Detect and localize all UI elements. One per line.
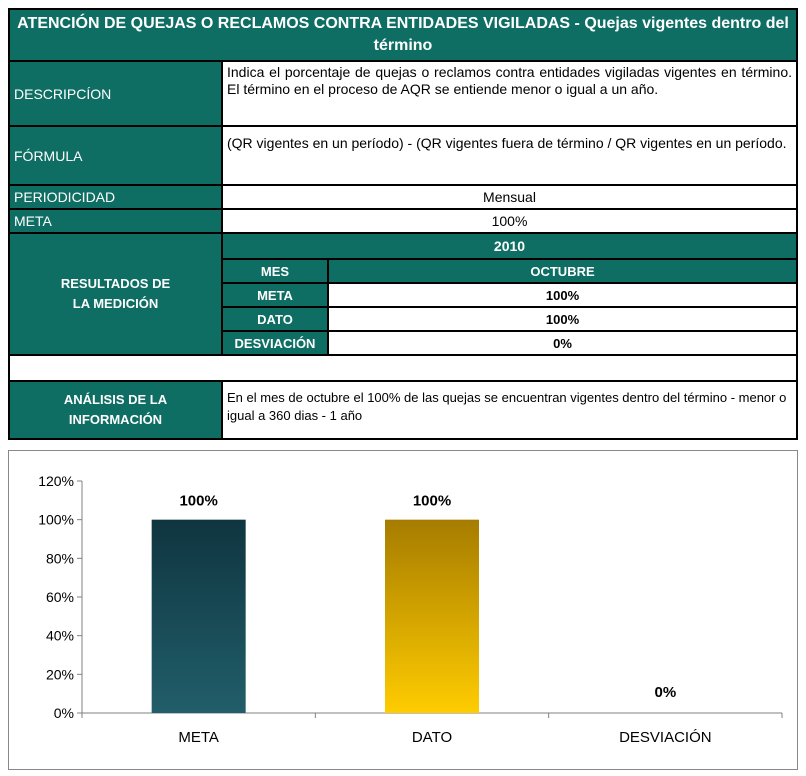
y-tick-label: 20% bbox=[46, 666, 74, 682]
row-value-dato: 100% bbox=[329, 308, 796, 330]
bar-chart: 0% 20% 40% 60% 80% 100% 120% 100% META 100% DATO 0… bbox=[38, 473, 783, 746]
y-tick-label: 60% bbox=[46, 589, 74, 605]
bar-1 bbox=[385, 519, 479, 713]
periodicidad-label: PERIODICIDAD bbox=[10, 186, 221, 208]
periodicidad-value: Mensual bbox=[223, 186, 796, 208]
row-value-meta: 100% bbox=[329, 284, 796, 306]
analisis-label-line1: ANÁLISIS DE LA bbox=[63, 392, 168, 407]
table-title: ATENCIÓN DE QUEJAS O RECLAMOS CONTRA ENT… bbox=[10, 10, 796, 60]
resultados-label-line1: RESULTADOS DE bbox=[60, 276, 171, 291]
data-label: 100% bbox=[179, 493, 217, 510]
category-label: DATO bbox=[412, 729, 452, 746]
descripcion-text: Indica el porcentaje de quejas o reclamo… bbox=[223, 62, 796, 125]
bar-0 bbox=[151, 519, 246, 713]
resultados-label-line2: LA MEDICIÓN bbox=[72, 296, 159, 311]
row-label-meta: META bbox=[223, 284, 327, 306]
analisis-text: En el mes de octubre el 100% de las quej… bbox=[223, 382, 796, 438]
resultados-label: RESULTADOS DE LA MEDICIÓN bbox=[10, 234, 221, 354]
mes-value-header: OCTUBRE bbox=[329, 260, 796, 282]
category-label: META bbox=[178, 729, 219, 746]
row-label-dato: DATO bbox=[223, 308, 327, 330]
row-label-desviacion: DESVIACIÓN bbox=[223, 332, 327, 354]
y-tick-label: 40% bbox=[46, 628, 74, 644]
y-tick-label: 120% bbox=[38, 473, 74, 489]
y-tick-label: 80% bbox=[46, 550, 74, 566]
y-tick-label: 100% bbox=[38, 512, 74, 528]
analisis-label: ANÁLISIS DE LA INFORMACIÓN bbox=[10, 382, 221, 438]
data-label: 0% bbox=[654, 684, 676, 701]
data-label: 100% bbox=[413, 493, 451, 510]
meta-value: 100% bbox=[223, 210, 796, 232]
row-value-desviacion: 0% bbox=[329, 332, 796, 354]
formula-text: (QR vigentes en un período) - (QR vigent… bbox=[223, 127, 796, 184]
mes-header: MES bbox=[223, 260, 327, 282]
category-label: DESVIACIÓN bbox=[619, 729, 712, 746]
analisis-label-line2: INFORMACIÓN bbox=[68, 412, 163, 427]
spacer-row bbox=[10, 356, 796, 380]
year-header: 2010 bbox=[223, 234, 796, 258]
formula-label: FÓRMULA bbox=[10, 127, 221, 184]
bar-chart-frame: 0% 20% 40% 60% 80% 100% 120% 100% META 100% DATO 0… bbox=[8, 450, 798, 770]
descripcion-label: DESCRIPCÍON bbox=[10, 62, 221, 125]
meta-label: META bbox=[10, 210, 221, 232]
y-tick-label: 0% bbox=[54, 705, 74, 721]
